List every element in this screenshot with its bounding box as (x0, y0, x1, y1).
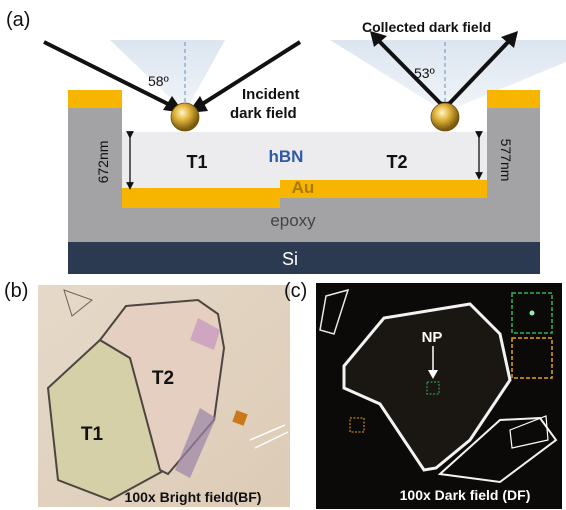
df-flake-boundary (379, 403, 437, 472)
collected-arrow-right-head (501, 31, 518, 48)
df-lower-flake (437, 416, 558, 484)
nanoparticle-left (170, 102, 200, 132)
np-arrow-head (428, 370, 438, 379)
purple-region (190, 318, 220, 350)
collected-light-cone (330, 40, 566, 112)
panel-a-label: (a) (6, 9, 30, 31)
panel-b: (b) T2 T1 100x Bright field(BF) (4, 280, 290, 507)
panel-b-label: (b) (4, 280, 28, 302)
au-pad-right (487, 90, 540, 108)
t2-label-b: T2 (152, 368, 174, 389)
df-caption: 100x Dark field (DF) (400, 487, 531, 503)
lower-purple-strip (175, 408, 216, 478)
collected-angle-label: 53º (414, 65, 435, 81)
np-label: NP (422, 329, 443, 346)
si-label: Si (282, 249, 298, 269)
white-fragments (249, 424, 289, 449)
panel-c-label: (c) (284, 280, 307, 302)
epoxy-label: epoxy (270, 211, 316, 230)
incident-arrow-left (43, 40, 177, 110)
df-small-flake (319, 288, 350, 335)
hbn-label: hBN (269, 147, 304, 166)
np-zoom-box-green (511, 292, 553, 334)
t1-label-b: T1 (81, 424, 104, 445)
hbn-layer (122, 132, 487, 188)
t1-label-a: T1 (186, 152, 207, 172)
au-film (122, 180, 487, 208)
incident-light-cone (110, 40, 225, 112)
incident-label-line2: dark field (230, 105, 297, 122)
orange-particle (232, 410, 248, 426)
np-zoom-spot-green (529, 310, 535, 316)
np-zoom-box-orange (511, 337, 553, 379)
incident-label-line1: Incident (242, 86, 300, 103)
au-label: Au (292, 178, 315, 197)
si-layer (68, 242, 540, 274)
t2-label-a: T2 (386, 152, 407, 172)
panel-c: (c) NP 100x Dark field (DF) (284, 280, 562, 509)
np-marker-orange (349, 417, 365, 433)
bf-caption: 100x Bright field(BF) (125, 489, 262, 505)
incident-angle-label: 58º (148, 73, 169, 89)
small-flake-outline (63, 289, 94, 317)
collected-label: Collected dark field (362, 19, 491, 35)
right-thickness-label: 577nm (498, 139, 514, 182)
collected-arrow-right (445, 38, 512, 108)
np-marker-green (426, 381, 440, 395)
incident-arrow-right (194, 40, 302, 110)
df-fragment (509, 415, 549, 449)
collected-arrow-left-head (370, 31, 387, 47)
collected-arrow-left (376, 38, 445, 108)
nanoparticle-right (430, 102, 460, 132)
au-pad-left (68, 90, 122, 108)
left-thickness-label: 672nm (95, 141, 111, 184)
panel-a: (a) 672nm 577nm T1 T2 hBN Au epoxy Si 58… (6, 9, 566, 274)
